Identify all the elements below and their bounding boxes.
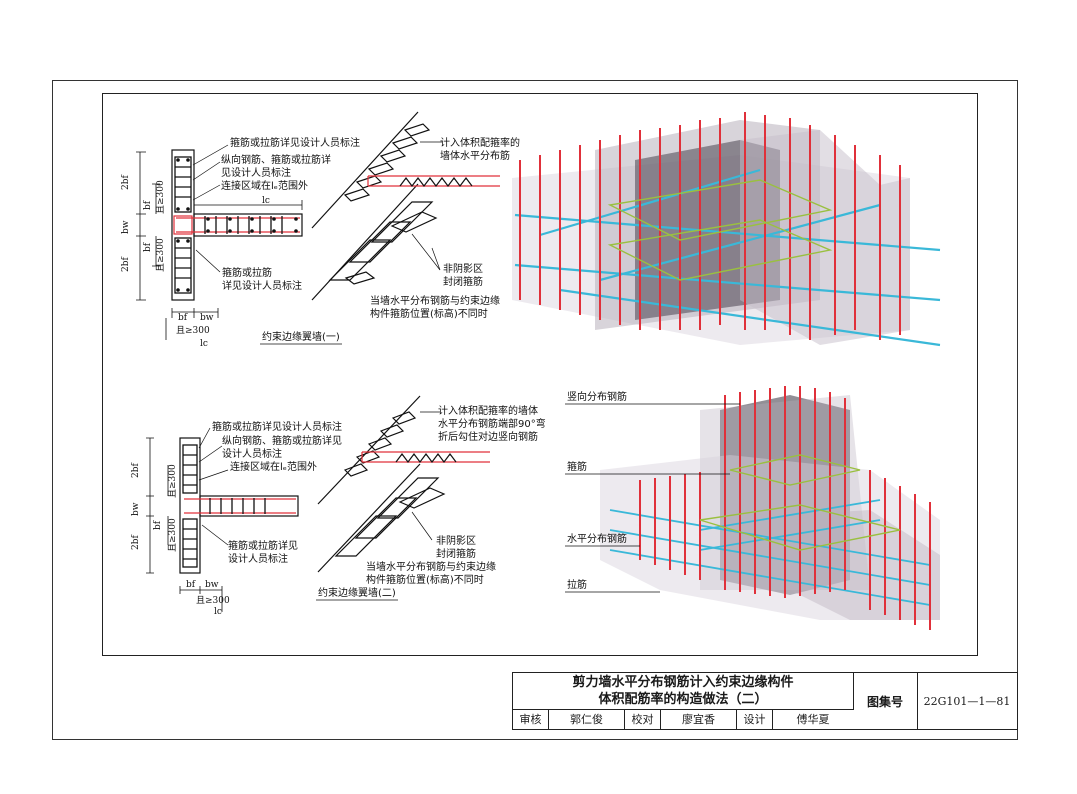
lower-dim-bf-bot: bf <box>153 520 163 530</box>
upper-plan-detail: 2bf bf 且≥300 bw bf 且≥300 2bf lc bf bw 且≥… <box>121 136 360 349</box>
lower-caption: 约束边缘翼墙(二) <box>318 586 396 599</box>
lower-note-stirrup-bottom: 箍筋或拉筋详见 <box>228 539 298 552</box>
upper-dim-ge300-x: 且≥300 <box>176 325 210 336</box>
label-stirrup: 箍筋 <box>567 460 587 473</box>
lower-dim-bf-x: bf <box>186 580 196 590</box>
upper-dim-bf-top: bf <box>143 200 153 210</box>
upper-3d-render <box>512 112 941 347</box>
upper-caption: 约束边缘翼墙(一) <box>262 330 340 343</box>
lower-dim-lines <box>146 437 223 612</box>
upper-web-outline <box>193 213 303 237</box>
upper-dim-lines <box>136 151 303 340</box>
upper-iso-hoops-top <box>343 123 431 202</box>
upper-red-hook <box>173 215 193 235</box>
upper-note-stirrup-bottom-2: 详见设计人员标注 <box>222 279 302 292</box>
upper-iso-note-closed-2: 封闭箍筋 <box>443 275 483 288</box>
design-label: 设计 <box>737 709 773 729</box>
upper-bar-dots <box>176 158 298 292</box>
label-horizontal-distribution-bars: 水平分布钢筋 <box>567 532 627 545</box>
lower-note-splice: 连接区域在lₑ范围外 <box>230 460 317 473</box>
upper-iso-schematic <box>311 111 500 301</box>
drawing-frame <box>102 93 978 656</box>
upper-iso-note-level-2: 构件箍筋位置(标高)不同时 <box>370 307 488 320</box>
upper-dim-2bf-bot: 2bf <box>121 257 131 272</box>
lower-3d-render <box>565 386 940 630</box>
upper-iso-note-closed: 非阴影区 <box>443 263 483 275</box>
upper-dim-ge300-bot: 且≥300 <box>155 238 166 272</box>
upper-iso-note-hoop: 计入体积配箍率的 <box>440 136 520 149</box>
lower-3d-green-hoops <box>699 454 901 551</box>
lower-note-long-bars-2: 设计人员标注 <box>222 447 282 460</box>
upper-dim-ge300-top: 且≥300 <box>155 180 166 214</box>
lower-iso-note-hoop-3: 折后勾住对边竖向钢筋 <box>438 430 538 443</box>
lower-dim-bw-x: bw <box>205 580 219 590</box>
lower-iso-note-closed-2: 封闭箍筋 <box>436 547 476 560</box>
upper-3d-cyan-bars <box>514 168 941 347</box>
title-block: 剪力墙水平分布钢筋计入约束边缘构件 体积配筋率的构造做法（二） 审核 郭仁俊 校… <box>512 672 1018 730</box>
upper-note-splice: 连接区域在lₑ范围外 <box>221 179 308 192</box>
drawing-title-line1: 剪力墙水平分布钢筋计入约束边缘构件 <box>572 675 794 690</box>
review-label: 审核 <box>513 709 549 729</box>
lower-iso-note-closed: 非阴影区 <box>436 535 476 547</box>
upper-web-stirrups <box>204 216 283 234</box>
lower-dim-ge300-bot: 且≥300 <box>167 518 178 552</box>
lower-3d-leaders <box>565 403 740 593</box>
upper-dim-2bf-top: 2bf <box>121 175 131 190</box>
lower-3d-red-bars <box>639 386 931 630</box>
upper-leaders <box>192 144 229 273</box>
upper-iso-note-hoop-2: 墙体水平分布筋 <box>440 149 510 162</box>
upper-iso-note-level: 当墙水平分布钢筋与约束边缘 <box>370 294 500 307</box>
lower-note-stirrup-top: 箍筋或拉筋详见设计人员标注 <box>212 420 342 433</box>
upper-note-long-bars: 纵向钢筋、箍筋或拉筋详 <box>221 153 331 166</box>
upper-3d-green-hoops <box>607 179 833 281</box>
lower-dim-lc-x: lc <box>214 607 222 617</box>
upper-dim-bw-x: bw <box>200 313 214 323</box>
lower-iso-schematic <box>317 395 490 573</box>
signature-row: 审核 郭仁俊 校对 廖宜香 设计 傅华夏 <box>513 709 853 729</box>
upper-dim-bw: bw <box>121 220 131 234</box>
lower-iso-hoops-top <box>343 411 417 477</box>
lower-dim-ge300-top: 且≥300 <box>167 464 178 498</box>
upper-iso-closed-hoops <box>328 201 438 285</box>
atlas-label: 图集号 <box>853 673 918 729</box>
lower-red-horizontal-bar <box>184 498 296 514</box>
upper-dim-bf-bot: bf <box>143 242 153 252</box>
upper-note-long-bars-2: 见设计人员标注 <box>221 166 291 179</box>
check-name: 廖宜香 <box>661 709 737 729</box>
lower-iso-closed-hoops <box>334 477 446 557</box>
lower-plan-detail: 2bf 且≥300 bw bf 且≥300 2bf bf bw 且≥300 lc… <box>131 420 342 617</box>
label-vertical-distribution-bars: 竖向分布钢筋 <box>567 390 627 403</box>
review-name: 郭仁俊 <box>549 709 625 729</box>
lower-dim-2bf-bot: 2bf <box>131 535 141 550</box>
upper-flange-stirrups <box>174 156 192 294</box>
upper-note-stirrup-top: 箍筋或拉筋详见设计人员标注 <box>230 136 360 149</box>
upper-dim-lc-flange: lc <box>262 196 270 206</box>
lower-dim-bw: bw <box>131 502 141 516</box>
atlas-number: 22G101—1—81 <box>923 694 1011 708</box>
lower-web-stirrups <box>209 498 266 514</box>
lower-iso-note-level-2: 构件箍筋位置(标高)不同时 <box>366 573 484 586</box>
lower-flange-stirrups <box>182 444 198 568</box>
lower-leaders <box>198 427 229 546</box>
drawing-title: 剪力墙水平分布钢筋计入约束边缘构件 体积配筋率的构造做法（二） <box>513 673 854 710</box>
lower-web-outline <box>199 495 299 517</box>
upper-dim-bf-x: bf <box>178 313 188 323</box>
upper-dim-lc-x: lc <box>200 339 208 349</box>
design-name: 傅华夏 <box>796 713 830 726</box>
upper-note-stirrup-bottom: 箍筋或拉筋 <box>222 266 272 279</box>
lower-note-long-bars: 纵向钢筋、箍筋或拉筋详见 <box>222 434 342 447</box>
lower-iso-note-level: 当墙水平分布钢筋与约束边缘 <box>366 560 496 573</box>
upper-3d-red-bars <box>519 112 901 340</box>
lower-note-stirrup-bottom-2: 设计人员标注 <box>228 552 288 565</box>
lower-dim-ge300-x: 且≥300 <box>196 595 230 606</box>
lower-iso-note-hoop: 计入体积配箍率的墙体 <box>438 404 538 417</box>
lower-dim-2bf-top: 2bf <box>131 463 141 478</box>
drawing-title-line2: 体积配筋率的构造做法（二） <box>598 692 768 707</box>
label-tie-bar: 拉筋 <box>567 578 587 591</box>
check-label: 校对 <box>625 709 661 729</box>
lower-iso-note-hoop-2: 水平分布钢筋端部90°弯 <box>438 417 546 430</box>
drawing-sheet <box>52 80 1018 740</box>
